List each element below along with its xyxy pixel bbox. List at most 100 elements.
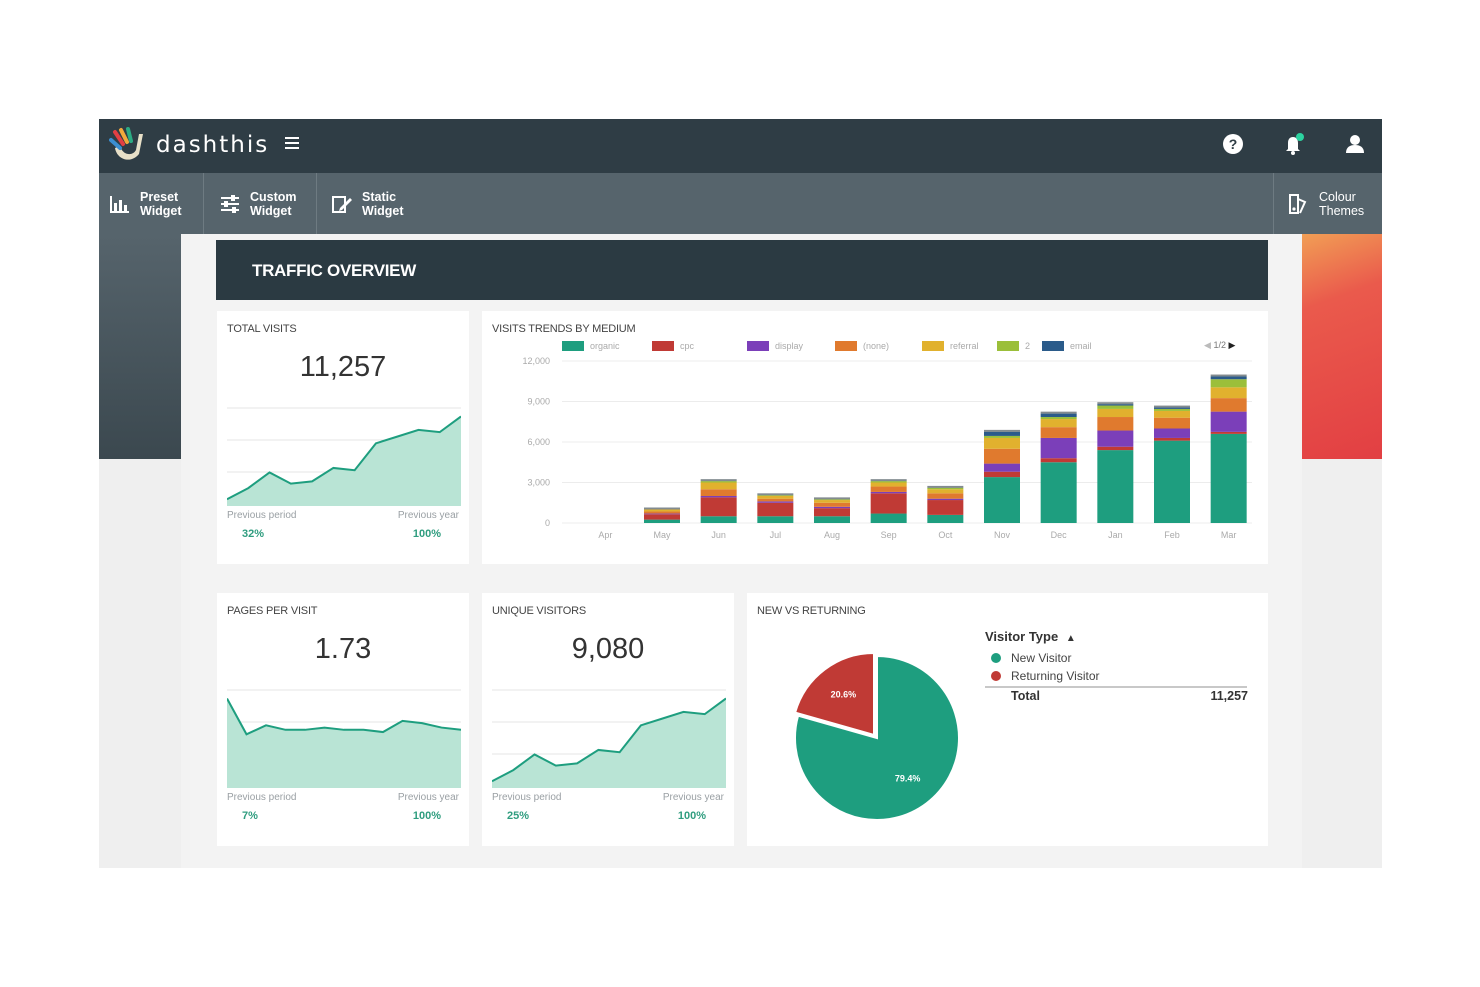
chevron-up-icon[interactable]: ▲	[1065, 633, 1076, 644]
bar-segment-cpc-Jul[interactable]	[757, 502, 794, 517]
visits-trends-widget[interactable]: VISITS TRENDS BY MEDIUM organic cpc displa…	[482, 311, 1268, 564]
bar-segment-organic-Feb[interactable]	[1154, 440, 1190, 523]
bar-segment-referral-Nov[interactable]	[984, 437, 1020, 449]
bar-segment-organic-Dec[interactable]	[1040, 462, 1077, 523]
legend-returning-visitor[interactable]: Returning Visitor	[991, 669, 1100, 683]
total-visits-widget[interactable]: TOTAL VISITS 11,257 Previous period Prev…	[217, 311, 469, 564]
bar-segment-none-Dec[interactable]	[1040, 427, 1077, 438]
notification-bell-icon[interactable]	[1281, 131, 1307, 157]
colour-themes-button[interactable]: Colour Themes	[1273, 173, 1382, 234]
bar-segment-organic-Jan[interactable]	[1097, 450, 1134, 523]
bar-segment-organic-May[interactable]	[644, 519, 680, 523]
bar-segment-none-Nov[interactable]	[984, 448, 1020, 464]
dashthis-logo-icon[interactable]	[109, 126, 149, 166]
bar-segment-cpc-Jun[interactable]	[700, 497, 737, 517]
pages-per-visit-widget[interactable]: PAGES PER VISIT 1.73 Previous period Pre…	[217, 593, 469, 846]
bar-segment-2-Jan[interactable]	[1097, 405, 1134, 409]
legend-new-visitor[interactable]: New Visitor	[991, 651, 1071, 665]
bar-segment-referral-Feb[interactable]	[1154, 410, 1190, 418]
bar-segment-organic-Jul[interactable]	[757, 516, 794, 523]
dashboard-title[interactable]: TRAFFIC OVERVIEW	[216, 240, 1268, 300]
bar-segment-2-Oct[interactable]	[927, 487, 964, 490]
bar-segment-none-Jan[interactable]	[1097, 417, 1134, 431]
help-icon[interactable]: ?	[1220, 131, 1246, 157]
bar-segment-display-Jul[interactable]	[757, 501, 794, 503]
bar-segment-2-Mar[interactable]	[1210, 379, 1247, 388]
bar-segment-display-May[interactable]	[644, 513, 680, 515]
bar-segment-referral-May[interactable]	[644, 509, 680, 512]
bar-segment-referral-Oct[interactable]	[927, 489, 964, 494]
bar-segment-cpc-Mar[interactable]	[1210, 431, 1247, 434]
bar-segment-none-Jun[interactable]	[700, 489, 737, 496]
bar-segment-2-Aug[interactable]	[814, 499, 850, 501]
bar-segment-cpc-May[interactable]	[644, 514, 680, 520]
bar-segment-none-Aug[interactable]	[814, 502, 850, 507]
bar-segment-cpc-Aug[interactable]	[814, 508, 850, 517]
legend-item-display[interactable]: display	[747, 340, 803, 352]
brand-name[interactable]: dashthis	[156, 132, 270, 158]
bar-segment-cpc-Dec[interactable]	[1040, 458, 1077, 463]
bar-segment-2-Jun[interactable]	[700, 481, 737, 483]
bar-segment-email-Nov[interactable]	[984, 431, 1020, 436]
pie-slice-returning-visitor[interactable]	[793, 651, 875, 737]
preset-widget-button[interactable]: Preset Widget	[109, 173, 204, 234]
user-icon[interactable]	[1342, 131, 1368, 157]
bar-segment-none-Sep[interactable]	[870, 486, 907, 492]
custom-widget-button[interactable]: Custom Widget	[219, 173, 317, 234]
legend-pager[interactable]: ◀ 1/2 ▶	[1204, 340, 1235, 351]
bar-segment-none-Jul[interactable]	[757, 498, 794, 502]
bar-segment-display-Sep[interactable]	[870, 491, 907, 494]
bar-segment-organic-Aug[interactable]	[814, 516, 850, 523]
unique-visitors-widget[interactable]: UNIQUE VISITORS 9,080 Previous period Pr…	[482, 593, 734, 846]
legend-item-cpc[interactable]: cpc	[652, 340, 694, 352]
bar-segment-2-Jul[interactable]	[757, 495, 794, 496]
pager-prev-icon[interactable]: ◀	[1204, 340, 1211, 350]
pie-slice-new-visitor[interactable]	[794, 654, 960, 821]
bar-segment-referral-Jun[interactable]	[700, 482, 737, 490]
bar-segment-referral-Jan[interactable]	[1097, 408, 1134, 418]
bar-segment-organic-Nov[interactable]	[984, 477, 1020, 523]
bar-segment-email-Feb[interactable]	[1154, 407, 1190, 409]
bar-segment-2-Dec[interactable]	[1040, 417, 1077, 420]
bar-segment-cpc-Sep[interactable]	[870, 493, 907, 514]
new-vs-returning-widget[interactable]: NEW VS RETURNING 79.4% 20.6% Visitor Type…	[747, 593, 1268, 846]
bar-segment-referral-Aug[interactable]	[814, 500, 850, 503]
legend-item-2[interactable]: 2	[997, 340, 1030, 352]
visitor-type-legend-title[interactable]: Visitor Type ▲	[985, 629, 1076, 644]
legend-item-organic[interactable]: organic	[562, 340, 620, 352]
bar-segment-display-Nov[interactable]	[984, 463, 1020, 472]
pager-next-icon[interactable]: ▶	[1228, 340, 1236, 350]
bar-segment-display-Mar[interactable]	[1210, 411, 1247, 432]
bar-segment-display-Oct[interactable]	[927, 498, 964, 501]
bar-segment-email-Dec[interactable]	[1040, 413, 1077, 418]
legend-item-email[interactable]: email	[1042, 340, 1092, 352]
bar-segment-referral-Jul[interactable]	[757, 496, 794, 499]
bar-segment-email-Mar[interactable]	[1210, 376, 1247, 380]
bar-segment-organic-Sep[interactable]	[870, 513, 907, 523]
bar-segment-cpc-Oct[interactable]	[927, 500, 964, 515]
bar-segment-display-Dec[interactable]	[1040, 437, 1077, 459]
bar-segment-none-Mar[interactable]	[1210, 398, 1247, 412]
bar-segment-cpc-Feb[interactable]	[1154, 437, 1190, 441]
bar-segment-referral-Sep[interactable]	[870, 482, 907, 487]
bar-segment-display-Aug[interactable]	[814, 506, 850, 509]
bar-segment-organic-Jun[interactable]	[700, 516, 737, 523]
bar-segment-display-Feb[interactable]	[1154, 428, 1190, 438]
bar-segment-none-Feb[interactable]	[1154, 417, 1190, 429]
legend-item-referral[interactable]: referral	[922, 340, 979, 352]
bar-segment-cpc-Nov[interactable]	[984, 471, 1020, 478]
bar-segment-2-Sep[interactable]	[870, 481, 907, 483]
bar-segment-2-Nov[interactable]	[984, 435, 1020, 438]
bar-segment-none-Oct[interactable]	[927, 493, 964, 499]
bar-segment-none-May[interactable]	[644, 511, 680, 514]
bar-segment-email-Jan[interactable]	[1097, 404, 1134, 406]
bar-segment-organic-Oct[interactable]	[927, 514, 964, 523]
bar-segment-2-Feb[interactable]	[1154, 408, 1190, 411]
bar-segment-referral-Dec[interactable]	[1040, 419, 1077, 428]
bar-segment-display-Jan[interactable]	[1097, 430, 1134, 447]
menu-icon[interactable]	[285, 137, 299, 151]
bar-segment-cpc-Jan[interactable]	[1097, 446, 1134, 451]
legend-item-none[interactable]: (none)	[835, 340, 889, 352]
bar-segment-display-Jun[interactable]	[700, 496, 737, 498]
static-widget-button[interactable]: Static Widget	[331, 173, 431, 234]
